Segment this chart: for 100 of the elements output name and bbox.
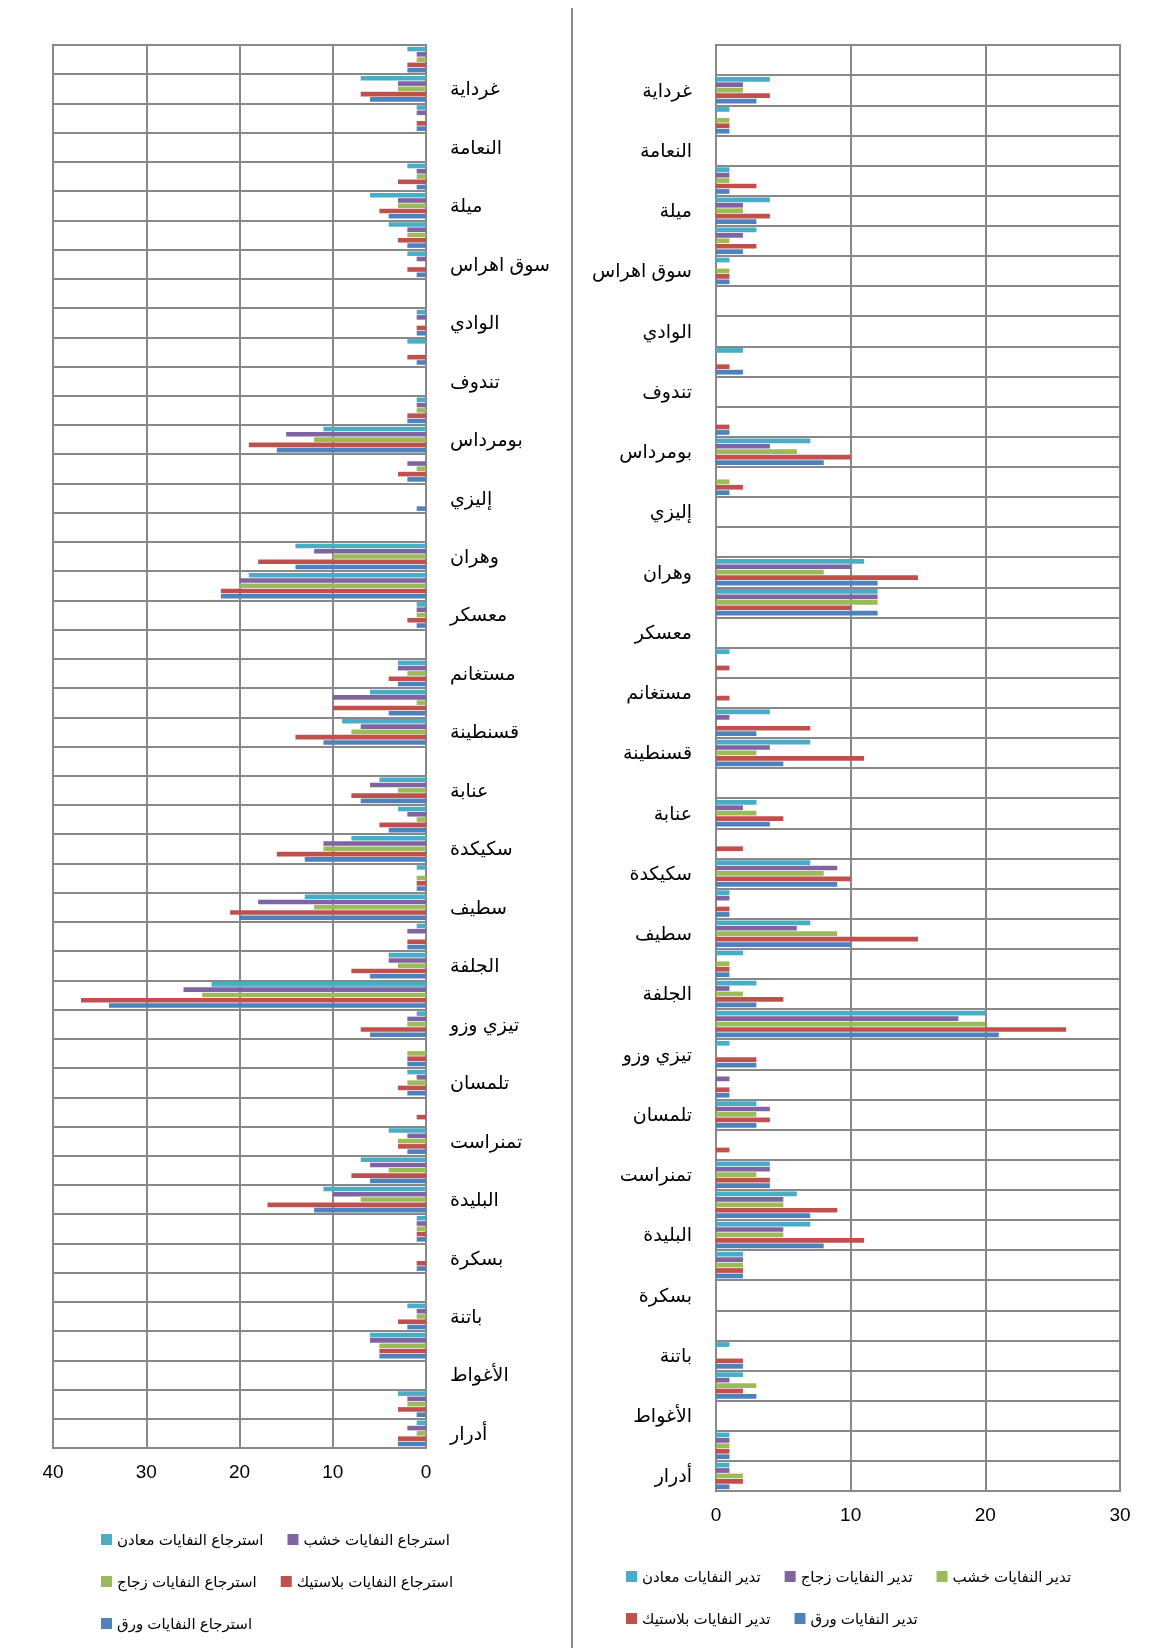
y-tick-label: ميلة [659, 200, 692, 222]
bar [716, 725, 811, 731]
bar [416, 1261, 426, 1266]
y-tick-label: بسكرة [638, 1284, 692, 1307]
y-tick-label: تمنراست [450, 1130, 523, 1153]
y-tick-label: إليزي [450, 487, 493, 511]
bar [416, 1226, 426, 1232]
y-tick-label: سوق اهراس [591, 260, 692, 283]
bar [716, 1454, 730, 1460]
bar [716, 76, 770, 82]
y-tick-label: تندوف [642, 380, 692, 403]
bar [716, 189, 730, 194]
bar [258, 559, 426, 565]
bar [304, 894, 426, 899]
y-tick-label: تيزي وزو [449, 1013, 520, 1036]
x-tick-label: 0 [710, 1504, 722, 1525]
bar [716, 430, 730, 435]
y-tick-label: غرداية [450, 78, 500, 101]
bar [716, 942, 851, 947]
bar [716, 1002, 757, 1008]
bar [716, 484, 743, 490]
bar [716, 1372, 743, 1378]
bar [304, 857, 426, 862]
bar [416, 1431, 426, 1436]
bar [407, 1051, 426, 1056]
y-tick-label: قسنطينة [622, 742, 692, 764]
y-tick-label: إليزي [649, 501, 692, 525]
bar [379, 777, 426, 783]
bar [716, 1238, 865, 1243]
bar [416, 1237, 426, 1242]
bar [370, 973, 426, 979]
y-tick-label: أدرار [449, 1420, 488, 1445]
bar [314, 904, 426, 910]
bar [716, 610, 878, 616]
bar [716, 123, 730, 129]
bar [716, 1268, 743, 1273]
bar [716, 931, 838, 937]
bar [716, 1161, 770, 1167]
y-tick-label: سوق اهراس [450, 253, 551, 276]
bar [398, 237, 426, 243]
bar [388, 222, 426, 227]
bar [108, 1003, 426, 1008]
bar [716, 715, 730, 720]
bar [416, 1011, 426, 1016]
bar [716, 599, 878, 605]
bar [286, 432, 426, 437]
bar [716, 443, 770, 449]
bar [716, 805, 743, 811]
bar [716, 1342, 730, 1347]
bar [716, 202, 743, 208]
y-tick-label: بومرداس [450, 429, 523, 452]
bar [323, 841, 426, 846]
bar [716, 117, 730, 123]
bar [360, 1197, 426, 1202]
bar [716, 1479, 743, 1484]
bar [370, 1032, 426, 1038]
bar [416, 817, 426, 822]
bar [716, 871, 824, 876]
bar [351, 1173, 426, 1178]
bar [716, 1443, 730, 1449]
bar [716, 369, 743, 375]
bar [716, 761, 784, 767]
legend-label: استرجاع النفايات معادن [117, 1531, 264, 1549]
y-tick-label: تلمسان [632, 1103, 692, 1125]
bar [716, 178, 730, 183]
bar [716, 1166, 770, 1172]
bar [370, 97, 426, 102]
legend-label: استرجاع النفايات ورق [117, 1615, 253, 1633]
bar [398, 963, 426, 969]
y-tick-label: تيزي وزو [621, 1043, 692, 1066]
bar [716, 1040, 730, 1046]
bar [230, 910, 426, 915]
bar [416, 408, 426, 413]
bar [239, 583, 426, 589]
bar [332, 1191, 426, 1197]
bar [407, 251, 426, 256]
y-tick-label: الأغواط [450, 1363, 509, 1387]
bar [407, 243, 426, 248]
bar [716, 1394, 757, 1399]
bar [716, 1484, 730, 1490]
bar [716, 1383, 757, 1388]
bar [716, 1227, 784, 1232]
bar [388, 958, 426, 963]
x-tick-label: 30 [135, 1461, 157, 1482]
legend-label: تدير النفايات بلاستيك [642, 1610, 771, 1628]
bar [323, 740, 426, 745]
bar [716, 569, 824, 575]
bar [716, 167, 730, 173]
bar [388, 710, 426, 716]
bar [716, 1122, 757, 1128]
bar [716, 986, 730, 991]
bar [716, 1101, 757, 1106]
bar [716, 1448, 730, 1454]
bar [407, 461, 426, 466]
bar [716, 1027, 1067, 1032]
y-tick-label: بومرداس [619, 441, 692, 464]
y-tick-label: تمنراست [619, 1164, 692, 1187]
bar [716, 1183, 770, 1188]
y-tick-label: الوادي [450, 312, 500, 335]
legend-label: تدير النفايات ورق [810, 1610, 918, 1628]
